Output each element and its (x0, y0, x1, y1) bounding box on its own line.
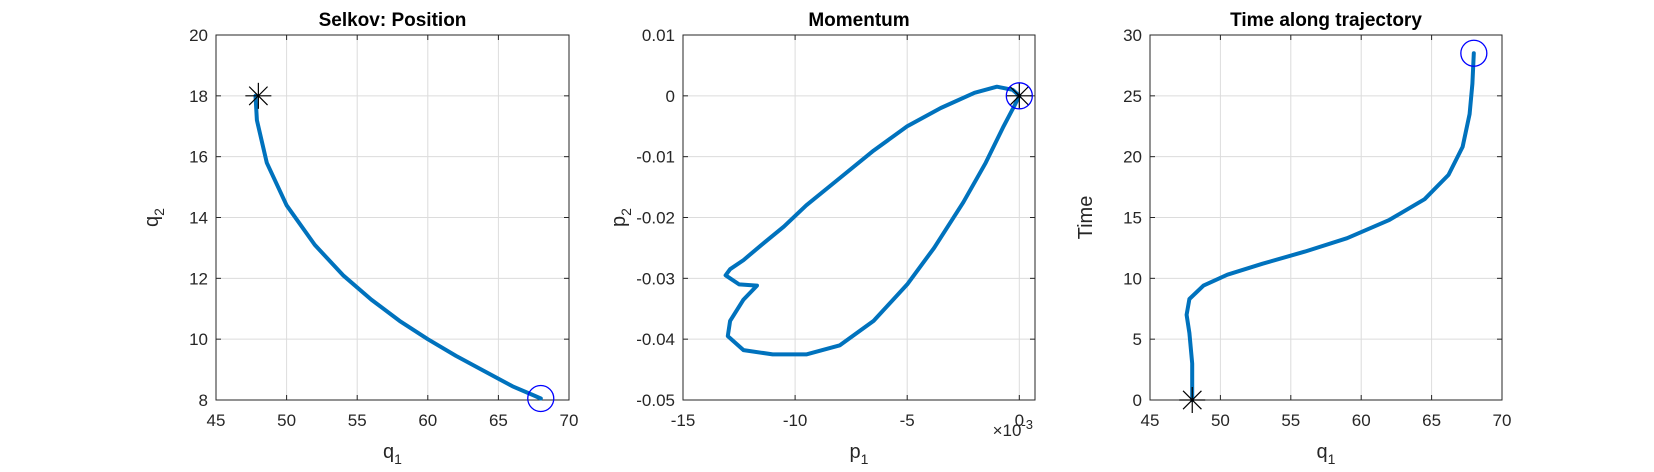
trajectory-line (1184, 51, 1476, 402)
x-tick-label: 0 (1015, 411, 1024, 430)
x-axis-label: p1 (850, 441, 869, 467)
x-axis-multiplier: ×10-3 (993, 417, 1033, 440)
y-tick-label: 8 (199, 391, 208, 410)
x-tick-label: 60 (418, 411, 437, 430)
y-tick-label: 20 (1123, 148, 1142, 167)
star-stroke (1009, 86, 1029, 106)
x-tick-label: 65 (489, 411, 508, 430)
y-tick-label: 14 (189, 209, 208, 228)
x-tick-label: 60 (1352, 411, 1371, 430)
x-tick-label: -5 (900, 411, 915, 430)
chart-panel-2: -15 -10 -5 0 -0.05 -0.04 -0.03 -0.02 -0.01 0 0.01 M… (608, 10, 1036, 467)
chart-panel-3: 45 50 55 60 65 70 0 5 10 15 20 25 30 Time along traje… (1075, 10, 1511, 467)
x-axis-label: q1 (383, 441, 402, 467)
x-tick-label: 65 (1422, 411, 1441, 430)
y-axis-label: q2 (141, 208, 167, 227)
x-tick-label: 70 (560, 411, 579, 430)
end-marker-circle (1460, 39, 1488, 67)
x-tick-label: 45 (1141, 411, 1160, 430)
y-tick-label: -0.02 (636, 209, 675, 228)
y-tick-label: 10 (189, 330, 208, 349)
x-tick-label: 55 (1281, 411, 1300, 430)
y-tick-label: 16 (189, 148, 208, 167)
y-tick-label: 25 (1123, 87, 1142, 106)
chart-title: Selkov: Position (319, 10, 467, 31)
y-tick-label: 5 (1133, 330, 1142, 349)
x-tick-label: 70 (1493, 411, 1512, 430)
x-tick-label: 55 (348, 411, 367, 430)
chart-title: Momentum (808, 10, 909, 31)
trajectory-line (253, 93, 543, 401)
x-tick-label: -15 (671, 411, 696, 430)
x-tick-label: 50 (277, 411, 296, 430)
chart-title: Time along trajectory (1230, 10, 1422, 31)
y-tick-label: 20 (189, 26, 208, 45)
y-tick-label: 0 (666, 87, 675, 106)
y-tick-label: -0.03 (636, 269, 675, 288)
star-stroke (1182, 390, 1202, 410)
x-tick-label: 45 (207, 411, 226, 430)
x-tick-label: 50 (1211, 411, 1230, 430)
end-marker-circle (1005, 82, 1033, 110)
trajectory-line (723, 84, 1022, 357)
y-tick-label: 18 (189, 87, 208, 106)
y-tick-label: 0 (1133, 391, 1142, 410)
chart-panel-1: 45 50 55 60 65 70 8 10 12 14 16 18 20 Selkov: Positio… (141, 10, 578, 467)
y-axis-label: p2 (608, 208, 634, 227)
start-marker-star (1006, 82, 1033, 109)
y-tick-label: 30 (1123, 26, 1142, 45)
y-axis-label: Time (1075, 196, 1097, 240)
start-marker-star (245, 82, 272, 109)
y-tick-label: 15 (1123, 209, 1142, 228)
start-marker-star (1179, 387, 1206, 413)
star-stroke (248, 86, 268, 106)
y-tick-label: 10 (1123, 269, 1142, 288)
y-tick-label: -0.04 (636, 330, 675, 349)
y-tick-label: -0.01 (636, 148, 675, 167)
y-tick-label: -0.05 (636, 391, 675, 410)
x-tick-label: -10 (783, 411, 808, 430)
y-tick-label: 12 (189, 269, 208, 288)
x-axis-label: q1 (1317, 441, 1336, 467)
end-marker-circle (527, 384, 555, 413)
y-tick-label: 0.01 (642, 26, 675, 45)
